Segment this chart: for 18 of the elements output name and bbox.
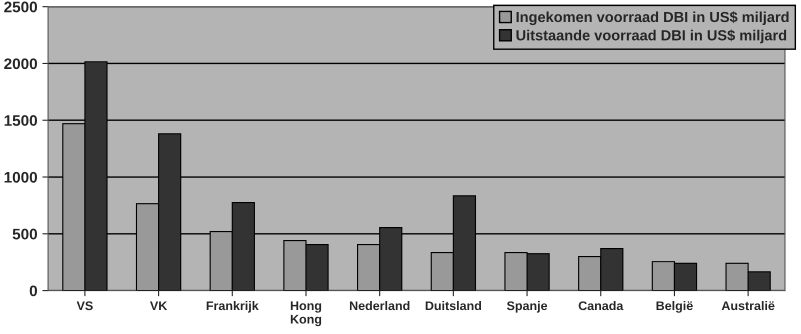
x-tick-label: Canada: [578, 300, 624, 310]
y-tick-label: 2000: [4, 58, 38, 70]
x-tick-label: Spanje: [506, 300, 548, 313]
x-tick-label: VK: [150, 301, 168, 310]
x-tick-label: Hong Kong: [290, 301, 322, 326]
x-tick-label: Duitsland: [426, 300, 482, 310]
x-tick-label: Frankrijk: [206, 300, 259, 313]
x-tick-label: VS: [76, 301, 93, 310]
legend-label: Ingekomen voorraad DBI in US$ miljard: [516, 11, 789, 26]
y-tick-label: 500: [12, 228, 38, 240]
x-tick-label: Australië: [722, 300, 774, 310]
y-tick-label: 2500: [4, 2, 38, 12]
y-tick-label: 1000: [4, 172, 38, 183]
x-tick-label: Nederland: [350, 300, 410, 310]
legend-label: Uitstaande voorraad DBI in US$ miljard: [516, 30, 786, 44]
x-tick-label: België: [656, 300, 693, 313]
y-tick-label: 0: [30, 285, 38, 296]
y-tick-label: 1500: [4, 115, 38, 126]
